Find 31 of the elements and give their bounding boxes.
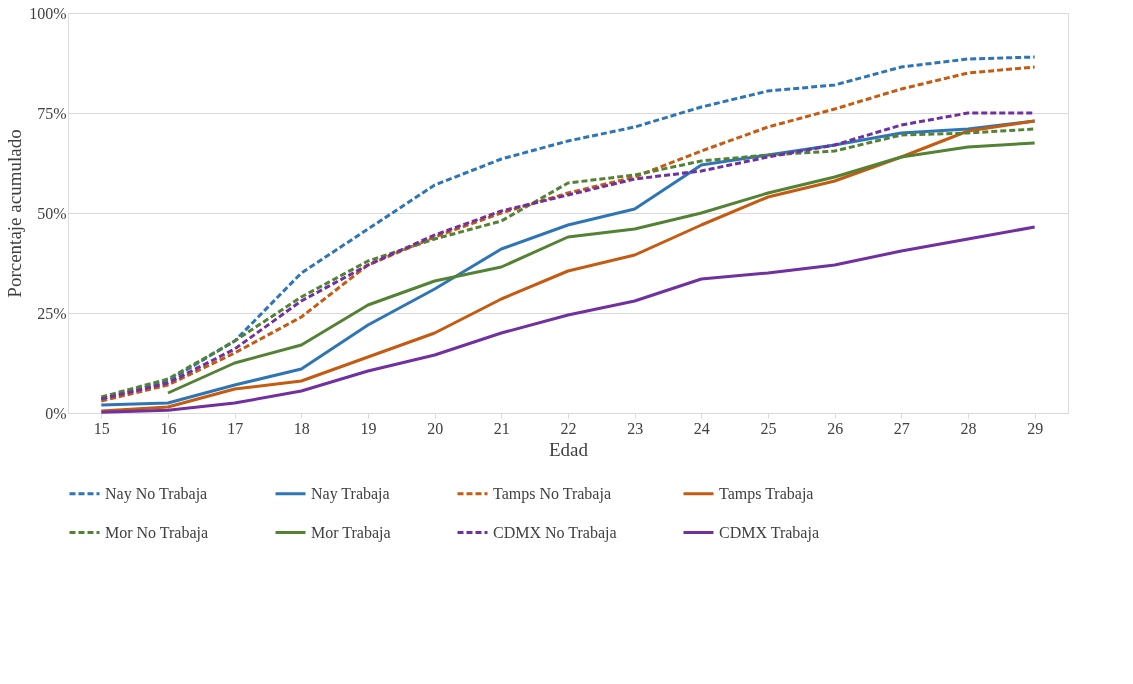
x-tick-label: 20: [427, 419, 444, 437]
y-tick-label: 0%: [45, 404, 67, 422]
x-tick-label: 15: [93, 419, 110, 437]
legend-label: Nay Trabaja: [311, 484, 390, 503]
y-axis-title: Porcentaje acumulado: [4, 129, 26, 298]
line-series: [99, 225, 1037, 414]
x-tick-label: 26: [827, 419, 844, 437]
legend-label: Tamps Trabaja: [719, 484, 814, 503]
x-tick-label: 24: [693, 419, 710, 437]
legend-label: Tamps No Trabaja: [493, 484, 611, 503]
y-tick-label: 25%: [37, 304, 67, 322]
y-tick-label: 100%: [29, 4, 67, 22]
x-tick-label: 18: [293, 419, 310, 437]
x-tick-label: 29: [1027, 419, 1044, 437]
x-tick-label: 16: [160, 419, 177, 437]
legend-label: Mor Trabaja: [311, 523, 391, 542]
x-tick-label: 27: [893, 419, 910, 437]
x-tick-label: 23: [627, 419, 644, 437]
legend-label: Nay No Trabaja: [105, 484, 208, 503]
x-tick-label: 19: [360, 419, 377, 437]
x-tick-label: 22: [560, 419, 577, 437]
legend-label: CDMX No Trabaja: [493, 523, 617, 542]
x-tick-label: 28: [960, 419, 977, 437]
legend-label: CDMX Trabaja: [719, 523, 820, 542]
y-tick-label: 50%: [37, 204, 67, 222]
x-axis-title: Edad: [548, 438, 589, 460]
x-tick-label: 21: [493, 419, 510, 437]
y-tick-label: 75%: [37, 104, 67, 122]
x-tick-label: 17: [227, 419, 244, 437]
x-tick-label: 25: [760, 419, 777, 437]
legend-label: Mor No Trabaja: [105, 523, 209, 542]
